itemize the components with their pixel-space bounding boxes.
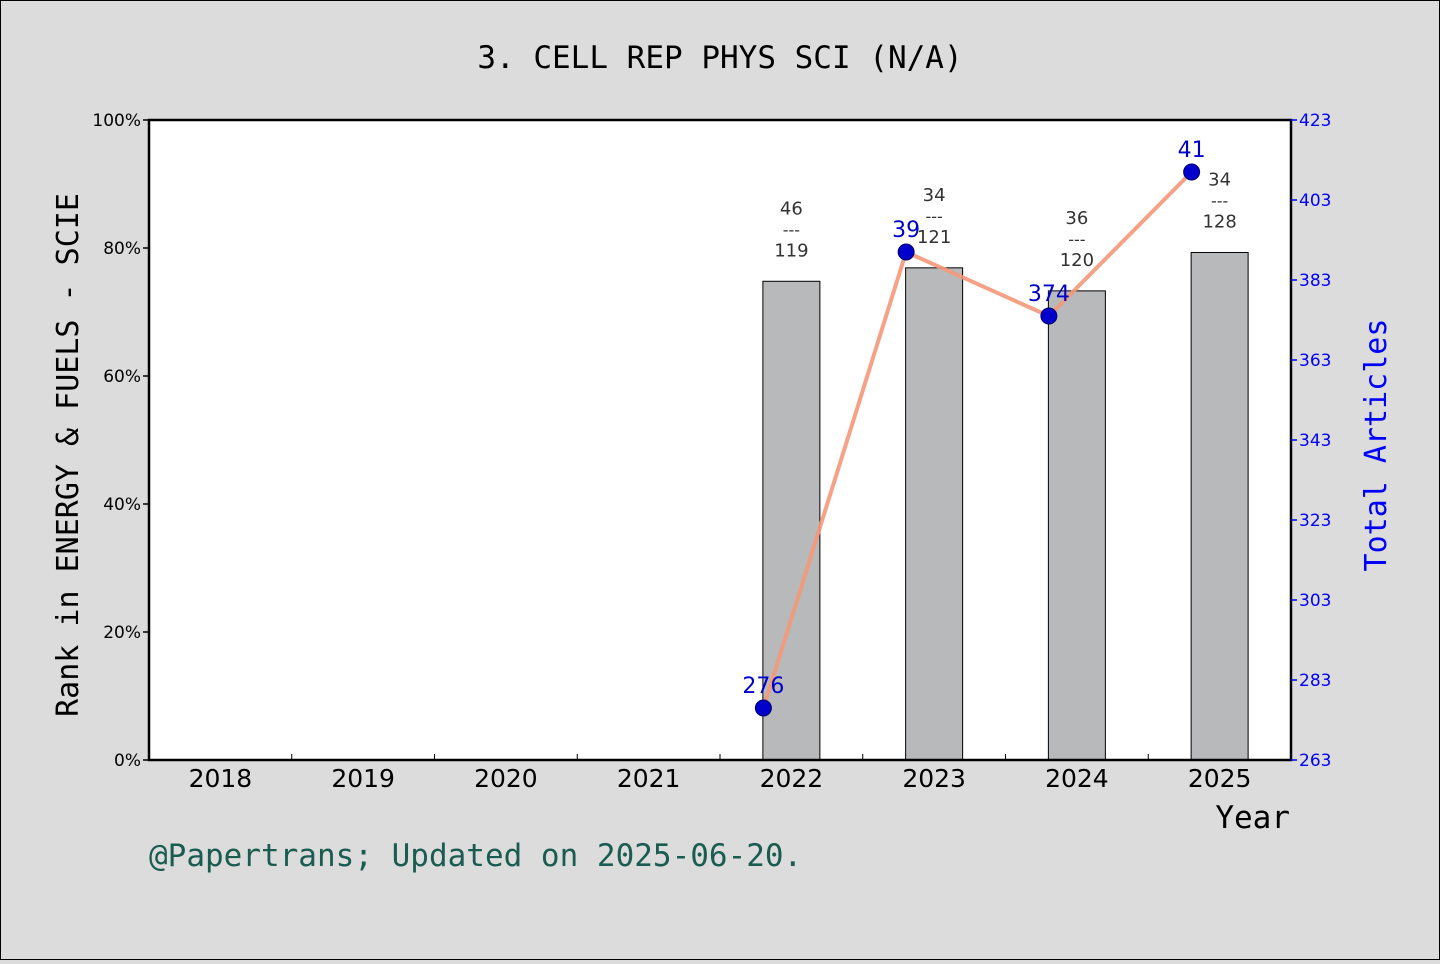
x-tick-label: 2024 bbox=[1045, 764, 1109, 793]
line-point-2023 bbox=[897, 243, 915, 261]
x-tick-label: 2025 bbox=[1188, 764, 1252, 793]
bar-total-label: 119 bbox=[774, 240, 808, 261]
line-point-2024 bbox=[1040, 307, 1058, 325]
bar-rank-label: 34 bbox=[923, 185, 946, 206]
x-tick-label: 2021 bbox=[617, 764, 681, 793]
y2-tick-label: 343 bbox=[1299, 431, 1331, 451]
chart-title: 3. CELL REP PHYS SCI (N/A) bbox=[477, 40, 962, 76]
bar-total-label: 120 bbox=[1060, 250, 1094, 271]
y-tick-label: 100% bbox=[92, 111, 141, 131]
y2-tick-label: 403 bbox=[1299, 191, 1331, 211]
line-point-label: 276 bbox=[742, 674, 784, 699]
y-tick-label: 20% bbox=[103, 623, 141, 643]
bar-rank-label: 46 bbox=[780, 198, 803, 219]
bar-rank-separator: --- bbox=[1068, 230, 1085, 249]
bar-rank-separator: --- bbox=[783, 220, 800, 239]
bar-total-label: 121 bbox=[917, 227, 951, 248]
x-tick-label: 2022 bbox=[760, 764, 824, 793]
bar-rank-separator: --- bbox=[925, 207, 942, 226]
y-tick-label: 0% bbox=[114, 751, 141, 771]
bar-2025 bbox=[1190, 251, 1249, 761]
bar-rank-label: 34 bbox=[1208, 169, 1231, 190]
y2-tick-label: 423 bbox=[1299, 111, 1331, 131]
x-tick-label: 2019 bbox=[331, 764, 395, 793]
y2-tick-label: 323 bbox=[1299, 511, 1331, 531]
bar-rank-label: 36 bbox=[1065, 208, 1088, 229]
bar-total-label: 128 bbox=[1202, 211, 1236, 232]
line-point-label: 41 bbox=[1178, 138, 1206, 163]
line-point-label: 39 bbox=[892, 218, 920, 243]
bar-2024 bbox=[1047, 290, 1106, 761]
y-tick-label: 60% bbox=[103, 367, 141, 387]
total-articles-line bbox=[761, 170, 1194, 709]
y2-tick-label: 383 bbox=[1299, 271, 1331, 291]
line-point-label: 374 bbox=[1028, 282, 1070, 307]
y2-tick-label: 263 bbox=[1299, 751, 1331, 771]
bar-rank-separator: --- bbox=[1211, 191, 1228, 210]
y-tick-label: 40% bbox=[103, 495, 141, 515]
y2-tick-label: 303 bbox=[1299, 591, 1331, 611]
x-tick-label: 2023 bbox=[902, 764, 966, 793]
x-tick-label: 2018 bbox=[189, 764, 253, 793]
line-point-2022 bbox=[754, 699, 772, 717]
y2-axis-title: Total Articles bbox=[1359, 319, 1394, 572]
y-axis-title: Rank in ENERGY & FUELS - SCIE bbox=[51, 193, 86, 717]
x-tick-label: 2020 bbox=[474, 764, 538, 793]
y-tick-label: 80% bbox=[103, 239, 141, 259]
y2-tick-label: 283 bbox=[1299, 671, 1331, 691]
y2-tick-label: 363 bbox=[1299, 351, 1331, 371]
x-axis-title: Year bbox=[1215, 800, 1290, 836]
footer-text: @Papertrans; Updated on 2025-06-20. bbox=[149, 838, 802, 874]
bar-2023 bbox=[905, 267, 964, 761]
line-point-2025 bbox=[1183, 163, 1201, 181]
